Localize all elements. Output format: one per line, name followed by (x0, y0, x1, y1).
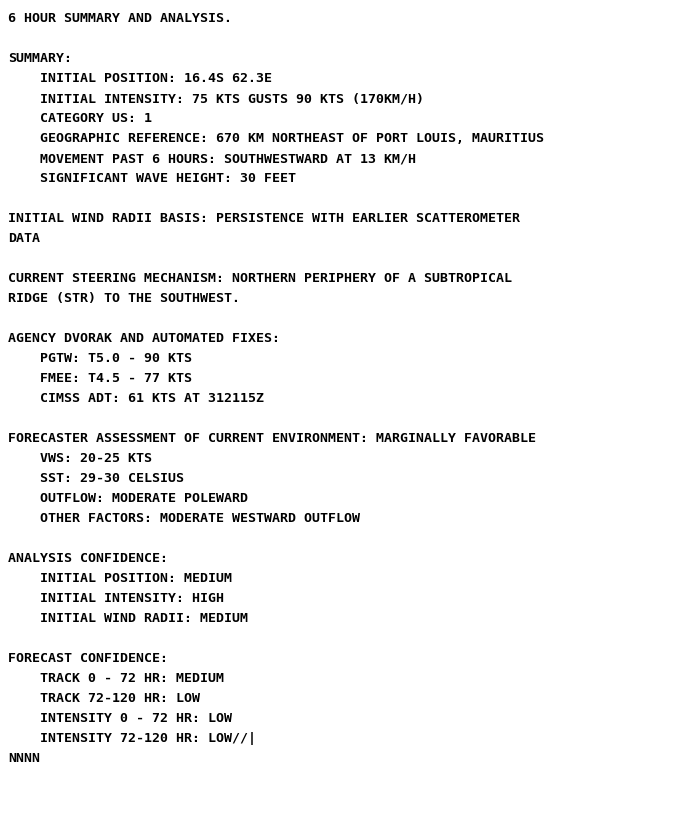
Text: RIDGE (STR) TO THE SOUTHWEST.: RIDGE (STR) TO THE SOUTHWEST. (8, 292, 240, 305)
Text: SIGNIFICANT WAVE HEIGHT: 30 FEET: SIGNIFICANT WAVE HEIGHT: 30 FEET (8, 172, 296, 185)
Text: FORECAST CONFIDENCE:: FORECAST CONFIDENCE: (8, 652, 168, 665)
Text: DATA: DATA (8, 232, 40, 245)
Text: FMEE: T4.5 - 77 KTS: FMEE: T4.5 - 77 KTS (8, 372, 192, 385)
Text: INITIAL INTENSITY: HIGH: INITIAL INTENSITY: HIGH (8, 592, 224, 605)
Text: SST: 29-30 CELSIUS: SST: 29-30 CELSIUS (8, 472, 184, 485)
Text: MOVEMENT PAST 6 HOURS: SOUTHWESTWARD AT 13 KM/H: MOVEMENT PAST 6 HOURS: SOUTHWESTWARD AT … (8, 152, 416, 165)
Text: INITIAL POSITION: 16.4S 62.3E: INITIAL POSITION: 16.4S 62.3E (8, 72, 272, 85)
Text: TRACK 72-120 HR: LOW: TRACK 72-120 HR: LOW (8, 692, 200, 705)
Text: INITIAL WIND RADII: MEDIUM: INITIAL WIND RADII: MEDIUM (8, 612, 248, 625)
Text: SUMMARY:: SUMMARY: (8, 52, 72, 65)
Text: PGTW: T5.0 - 90 KTS: PGTW: T5.0 - 90 KTS (8, 352, 192, 365)
Text: INITIAL POSITION: MEDIUM: INITIAL POSITION: MEDIUM (8, 572, 232, 585)
Text: INTENSITY 0 - 72 HR: LOW: INTENSITY 0 - 72 HR: LOW (8, 712, 232, 725)
Text: CURRENT STEERING MECHANISM: NORTHERN PERIPHERY OF A SUBTROPICAL: CURRENT STEERING MECHANISM: NORTHERN PER… (8, 272, 512, 285)
Text: CATEGORY US: 1: CATEGORY US: 1 (8, 112, 152, 125)
Text: ANALYSIS CONFIDENCE:: ANALYSIS CONFIDENCE: (8, 552, 168, 565)
Text: TRACK 0 - 72 HR: MEDIUM: TRACK 0 - 72 HR: MEDIUM (8, 672, 224, 685)
Text: VWS: 20-25 KTS: VWS: 20-25 KTS (8, 452, 152, 465)
Text: OUTFLOW: MODERATE POLEWARD: OUTFLOW: MODERATE POLEWARD (8, 492, 248, 505)
Text: AGENCY DVORAK AND AUTOMATED FIXES:: AGENCY DVORAK AND AUTOMATED FIXES: (8, 332, 280, 345)
Text: INITIAL INTENSITY: 75 KTS GUSTS 90 KTS (170KM/H): INITIAL INTENSITY: 75 KTS GUSTS 90 KTS (… (8, 92, 424, 105)
Text: GEOGRAPHIC REFERENCE: 670 KM NORTHEAST OF PORT LOUIS, MAURITIUS: GEOGRAPHIC REFERENCE: 670 KM NORTHEAST O… (8, 132, 544, 145)
Text: FORECASTER ASSESSMENT OF CURRENT ENVIRONMENT: MARGINALLY FAVORABLE: FORECASTER ASSESSMENT OF CURRENT ENVIRON… (8, 432, 536, 445)
Text: NNNN: NNNN (8, 752, 40, 765)
Text: INITIAL WIND RADII BASIS: PERSISTENCE WITH EARLIER SCATTEROMETER: INITIAL WIND RADII BASIS: PERSISTENCE WI… (8, 212, 520, 225)
Text: CIMSS ADT: 61 KTS AT 312115Z: CIMSS ADT: 61 KTS AT 312115Z (8, 392, 264, 405)
Text: OTHER FACTORS: MODERATE WESTWARD OUTFLOW: OTHER FACTORS: MODERATE WESTWARD OUTFLOW (8, 512, 360, 525)
Text: INTENSITY 72-120 HR: LOW//|: INTENSITY 72-120 HR: LOW//| (8, 732, 256, 745)
Text: 6 HOUR SUMMARY AND ANALYSIS.: 6 HOUR SUMMARY AND ANALYSIS. (8, 12, 232, 25)
